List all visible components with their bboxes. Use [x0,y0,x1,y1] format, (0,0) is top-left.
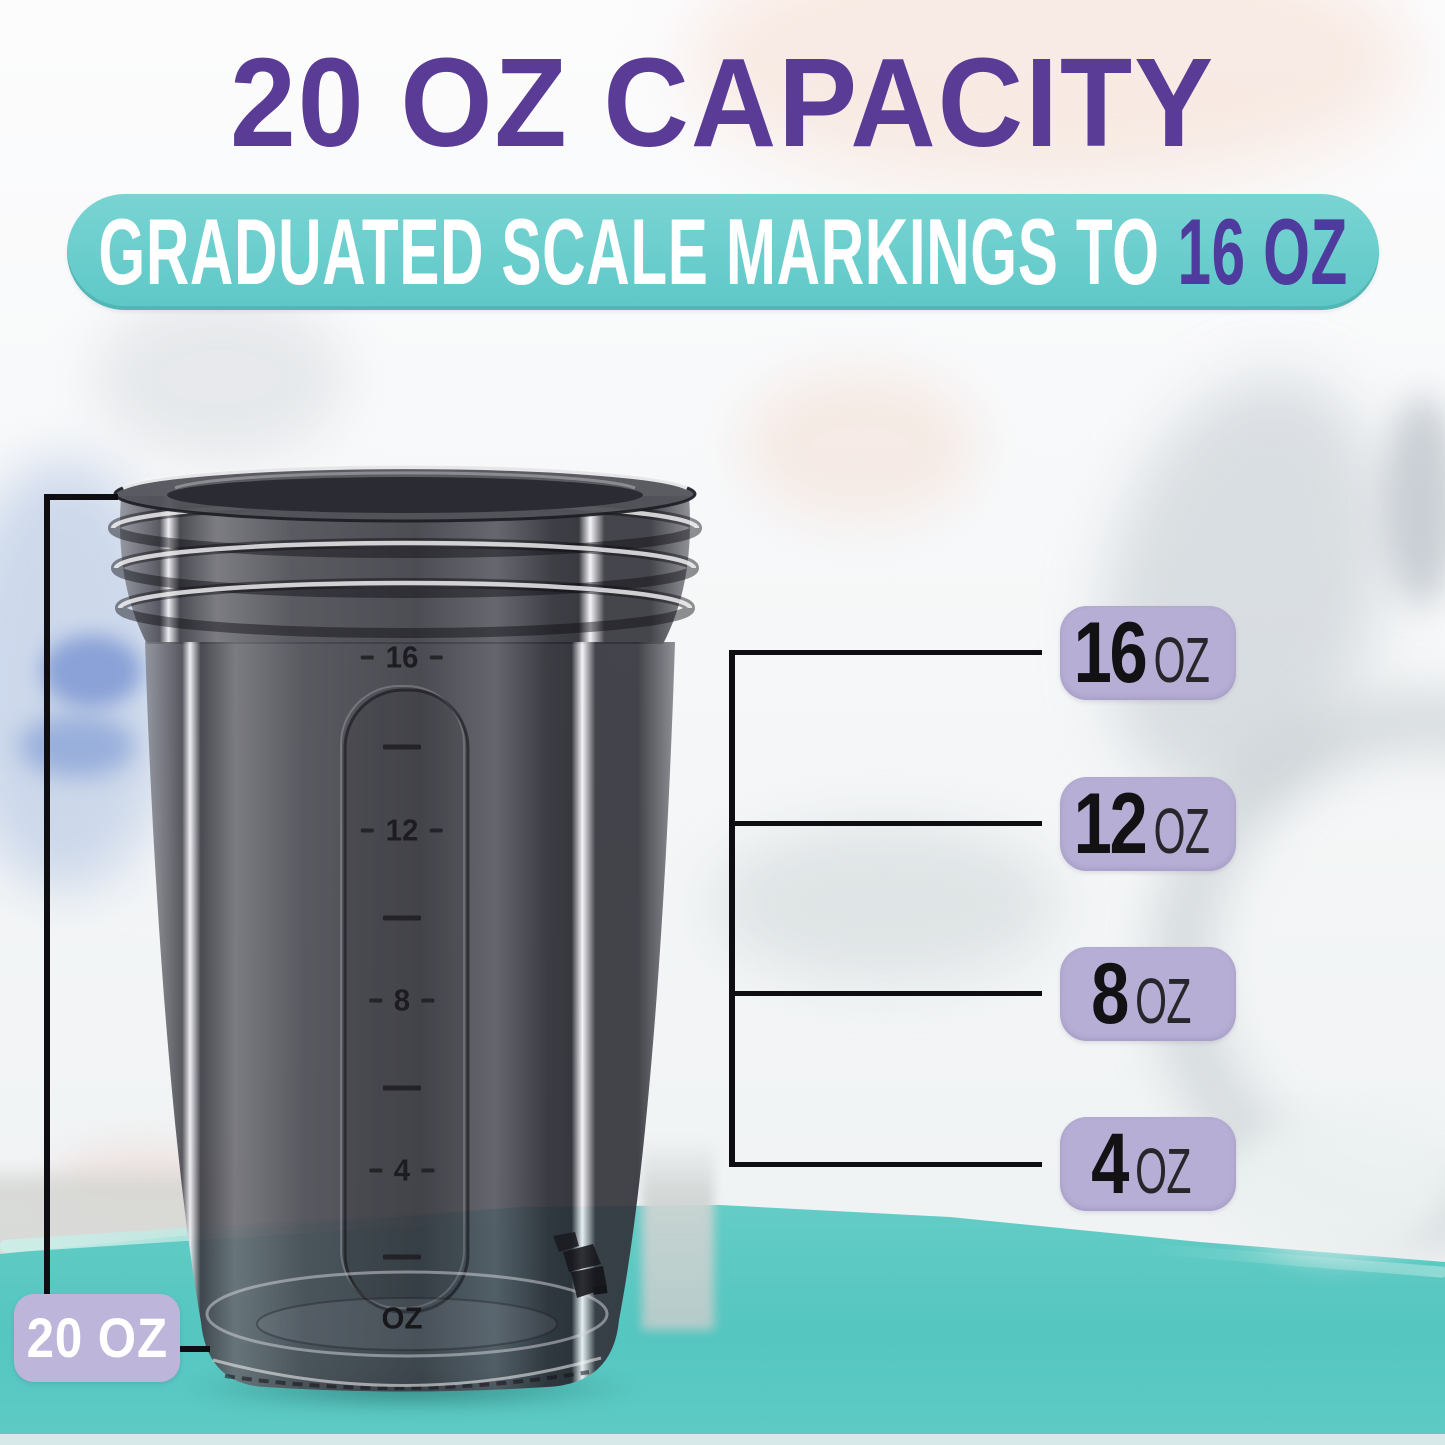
background-blur-blob [745,370,975,520]
blender-cup [108,465,702,1392]
callout-connector-line [729,650,735,1167]
background-blur-blob [1061,343,1429,827]
callout-value: 4 [1091,1116,1129,1212]
callout-unit: OZ [1135,965,1191,1037]
cup-body [145,642,675,1392]
cup-rim [113,465,697,523]
banner-highlight: 16 OZ [1177,199,1348,304]
callout-value: 8 [1091,946,1129,1042]
cup-interior-bottom [205,1270,609,1391]
capacity-bracket-vertical-line [44,494,50,1294]
background-blur-blob [715,825,1055,980]
feature-banner: GRADUATED SCALE MARKINGS TO 16 OZ [67,194,1379,310]
callout-4oz: 4 OZ [1060,1117,1236,1211]
callout-text: 8 OZ [1091,951,1204,1037]
cup-neck [120,496,690,644]
callout-16oz: 16 OZ [1060,606,1236,700]
background-blur-blob [1225,1115,1445,1255]
callout-line-16oz [730,650,1042,655]
callout-value: 12 [1073,776,1147,872]
callout-text: 12 OZ [1073,781,1222,867]
callout-value: 16 [1073,605,1147,701]
capacity-label-pointer-line [177,1346,210,1352]
banner-label: GRADUATED SCALE MARKINGS TO [98,199,1160,304]
callout-8oz: 8 OZ [1060,947,1236,1041]
callout-unit: OZ [1153,795,1209,867]
callout-line-12oz [730,821,1042,826]
page-title: 20 OZ CAPACITY [230,32,1215,173]
callout-line-4oz [730,1162,1042,1167]
feature-banner-text: GRADUATED SCALE MARKINGS TO 16 OZ [98,205,1347,299]
callout-unit: OZ [1135,1135,1191,1207]
background-blur-blob [95,295,345,460]
callout-unit: OZ [1153,624,1209,696]
capacity-label: 20 OZ [14,1294,180,1382]
callout-text: 16 OZ [1073,610,1222,696]
capacity-bracket-top-line [44,494,118,500]
background-blur-blob [1385,395,1445,605]
image-bottom-strip [0,1434,1445,1445]
blurred-equipment-leg [642,1138,714,1330]
measuring-channel [340,685,470,1314]
callout-text: 4 OZ [1091,1121,1204,1207]
callout-12oz: 12 OZ [1060,777,1236,871]
brand-logo-partial [553,1232,608,1298]
callout-line-8oz [730,991,1042,996]
capacity-label-text: 20 OZ [26,1306,168,1369]
